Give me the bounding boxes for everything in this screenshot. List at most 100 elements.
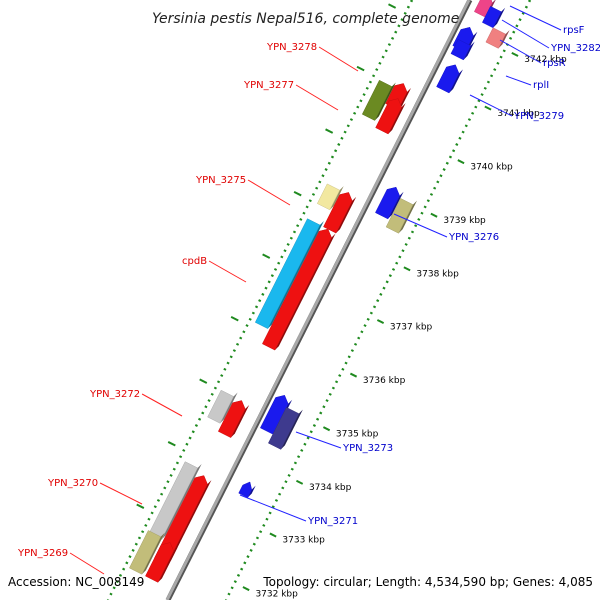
gene-leader-line <box>69 552 105 575</box>
gene-box-side <box>493 7 506 28</box>
scale-tick <box>457 159 465 165</box>
scale-tick <box>325 128 334 134</box>
scale-label: 3742 kbp <box>524 55 567 65</box>
gene-label-ypn_3276[interactable]: YPN_3276 <box>448 232 499 243</box>
scale-tick <box>430 212 438 218</box>
gene-box-side <box>267 220 324 329</box>
scale-tick <box>242 586 250 592</box>
scale-tick <box>199 378 208 384</box>
gene-box-side <box>374 82 396 121</box>
gene-box[interactable] <box>217 400 246 438</box>
gene-box-side <box>398 87 412 110</box>
gene-label-ypn_3272[interactable]: YPN_3272 <box>89 389 140 400</box>
scale-label: 3741 kbp <box>497 109 540 119</box>
gene-label-ypn_3275[interactable]: YPN_3275 <box>195 175 246 186</box>
gene-box-side <box>274 233 336 351</box>
gene-label-ypn_3277[interactable]: YPN_3277 <box>243 80 294 91</box>
gene-label-cpdb[interactable]: cpdB <box>182 256 207 267</box>
gene-leader-line <box>239 494 307 522</box>
scale-tick <box>295 479 304 485</box>
gene-leader-line <box>295 431 342 449</box>
gene-box-side <box>220 392 238 424</box>
gene-label-ypn_3279[interactable]: YPN_3279 <box>513 111 564 122</box>
gene-box[interactable] <box>323 192 353 234</box>
scale-label: 3735 kbp <box>336 429 379 439</box>
gene-label-ypn_3271[interactable]: YPN_3271 <box>307 516 358 527</box>
gene-box-side <box>398 200 418 234</box>
gene-leader-line <box>99 482 143 505</box>
scale-tick <box>349 372 358 378</box>
gene-box-side <box>230 405 250 438</box>
gene-leader-line <box>509 5 562 31</box>
gene-box[interactable] <box>145 542 174 583</box>
gene-label-ypn_3269[interactable]: YPN_3269 <box>17 548 68 559</box>
scale-tick <box>388 3 397 9</box>
genome-title: Yersinia pestis Nepal516, complete genom… <box>152 11 459 27</box>
gene-box-side <box>280 409 303 450</box>
scale-tick <box>511 51 519 57</box>
scale-ticks: 3742 kbp 3741 kbp 3740 kbp 3739 kbp 3738 kbp… <box>136 3 567 599</box>
scale-tick <box>403 266 411 272</box>
gene-leader-line <box>318 46 359 72</box>
scale-tick <box>269 532 277 538</box>
gene-box[interactable] <box>375 186 400 220</box>
gene-box-side <box>141 532 165 575</box>
gene-box[interactable] <box>316 183 341 211</box>
gene-label-ypn_3278[interactable]: YPN_3278 <box>266 42 317 53</box>
scale-label: 3734 kbp <box>309 483 352 493</box>
gene-leader-line <box>393 213 448 238</box>
gene-label-rpsr[interactable]: rpsR <box>543 58 566 69</box>
gene-box[interactable] <box>129 530 162 575</box>
topology-text: Topology: circular; Length: 4,534,590 bp… <box>262 575 593 589</box>
scale-label: 3738 kbp <box>416 270 459 280</box>
gene-leader-line <box>505 75 532 86</box>
gene-label-ypn_3270[interactable]: YPN_3270 <box>47 478 98 489</box>
gene-box[interactable] <box>361 79 393 121</box>
gene-label-ypn_3273[interactable]: YPN_3273 <box>342 443 393 454</box>
gene-box[interactable] <box>148 461 198 540</box>
scale-tick <box>376 319 385 325</box>
gene-leader-line <box>208 260 247 283</box>
gene-box-side <box>329 186 344 210</box>
gene-box[interactable] <box>238 481 252 498</box>
gene-box-side <box>387 191 404 219</box>
genome-backbone <box>165 0 471 600</box>
scale-label: 3739 kbp <box>443 216 486 226</box>
gene-label-rpsf[interactable]: rpsF <box>563 25 585 36</box>
gene-box[interactable] <box>450 38 472 61</box>
gene-box-side <box>166 480 212 565</box>
gene-box[interactable] <box>375 98 402 135</box>
gene-box[interactable] <box>385 198 414 234</box>
scale-tick <box>356 65 365 72</box>
gene-box-side <box>449 69 463 93</box>
gene-labels: YPN_3278 YPN_3277 YPN_3275 cpdB YPN_3272 YPN_… <box>17 5 600 575</box>
gene-leader-line <box>499 39 542 64</box>
gene-box-side <box>161 463 202 540</box>
gene-label-rpli[interactable]: rplI <box>533 80 549 91</box>
gene-leader-line <box>295 84 339 111</box>
accession-text: Accession: NC_008149 <box>8 575 144 589</box>
scale-label: 3740 kbp <box>470 162 513 172</box>
scale-tick <box>230 315 239 322</box>
gene-leader-line <box>141 393 183 417</box>
scale-tick <box>322 426 331 432</box>
gene-box[interactable] <box>485 27 506 49</box>
scale-label: 3732 kbp <box>255 589 298 599</box>
gene-leader-line <box>501 19 550 49</box>
scale-label: 3737 kbp <box>390 322 433 332</box>
gene-box-side <box>247 485 256 498</box>
gene-box[interactable] <box>262 228 332 351</box>
left-dotted-track <box>106 0 414 600</box>
scale-label: 3733 kbp <box>282 536 325 546</box>
scale-tick <box>293 190 302 197</box>
gene-box[interactable] <box>436 64 460 94</box>
gene-box[interactable] <box>207 389 234 424</box>
gene-box-side <box>463 41 475 60</box>
gene-box-side <box>336 196 357 234</box>
gene-box[interactable] <box>268 407 300 450</box>
gene-box-side <box>388 103 406 134</box>
scale-tick <box>262 253 271 259</box>
gene-label-ypn_3282[interactable]: YPN_3282 <box>550 43 600 54</box>
gene-box[interactable] <box>254 218 321 329</box>
